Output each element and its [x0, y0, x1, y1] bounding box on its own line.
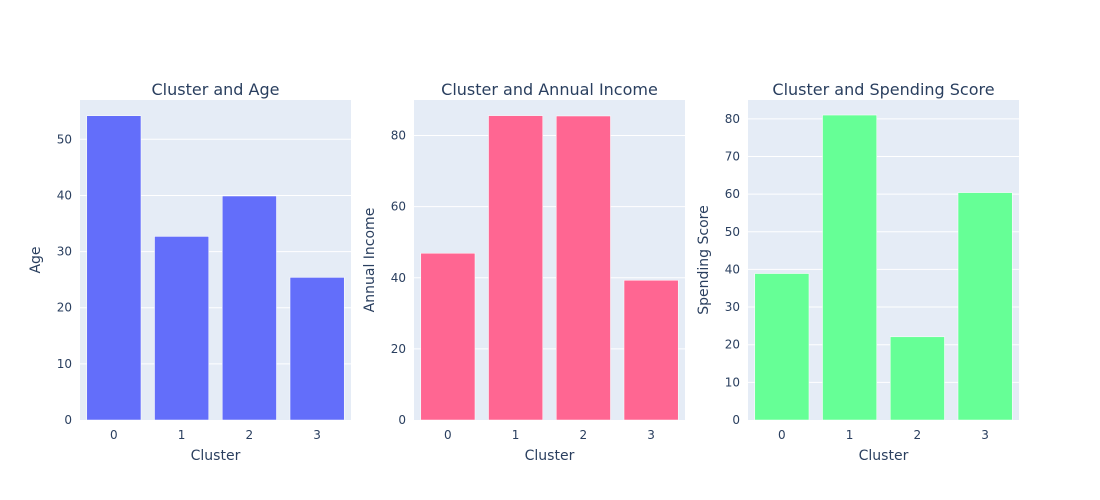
bar-0-0[interactable] — [86, 115, 142, 421]
subplot-title-2: Cluster and Spending Score — [772, 80, 994, 99]
y-axis-title-0: Age — [28, 246, 44, 273]
bar-0-3[interactable] — [289, 277, 345, 421]
y-tick-label-1-4: 80 — [391, 129, 406, 143]
y-tick-label-0-1: 10 — [57, 357, 72, 371]
bar-1-3[interactable] — [623, 280, 679, 421]
x-tick-label-2-2: 2 — [914, 428, 922, 442]
x-tick-label-2-0: 0 — [778, 428, 786, 442]
y-tick-label-1-1: 20 — [391, 342, 406, 356]
y-tick-label-0-4: 40 — [57, 188, 72, 202]
y-tick-label-2-2: 20 — [725, 338, 740, 352]
bar-2-1[interactable] — [822, 114, 877, 421]
subplot-title-1: Cluster and Annual Income — [441, 80, 658, 99]
bar-0-2[interactable] — [222, 195, 277, 421]
x-tick-label-2-1: 1 — [846, 428, 854, 442]
y-tick-label-2-1: 10 — [725, 375, 740, 389]
y-tick-label-2-3: 30 — [725, 300, 740, 314]
bar-2-0[interactable] — [754, 273, 810, 421]
x-tick-label-0-1: 1 — [178, 428, 186, 442]
x-axis-title-2: Cluster — [859, 448, 909, 464]
y-tick-label-1-0: 0 — [398, 413, 406, 427]
bar-2-2[interactable] — [890, 336, 945, 421]
subplot-title-0: Cluster and Age — [151, 80, 279, 99]
y-tick-label-2-7: 70 — [725, 149, 740, 163]
y-axis-title-2: Spending Score — [696, 205, 712, 314]
y-axis-title-1: Annual Income — [362, 208, 378, 313]
y-tick-label-2-5: 50 — [725, 225, 740, 239]
y-tick-label-0-5: 50 — [57, 132, 72, 146]
x-axis-title-1: Cluster — [525, 448, 575, 464]
y-tick-label-0-2: 20 — [57, 301, 72, 315]
y-tick-label-0-0: 0 — [64, 413, 72, 427]
bar-1-1[interactable] — [488, 115, 543, 421]
bar-1-0[interactable] — [420, 252, 476, 421]
y-tick-label-1-2: 40 — [391, 271, 406, 285]
y-tick-label-1-3: 60 — [391, 200, 406, 214]
subplot-1: 0 20 40 60 80 0 1 2 3 Cluster and Annual Income Cl… — [362, 80, 685, 464]
bar-0-1[interactable] — [154, 236, 209, 421]
bar-2-3[interactable] — [957, 192, 1013, 421]
y-tick-label-0-3: 30 — [57, 245, 72, 259]
x-tick-label-1-0: 0 — [444, 428, 452, 442]
y-tick-label-2-6: 60 — [725, 187, 740, 201]
y-tick-label-2-8: 80 — [725, 112, 740, 126]
y-tick-label-2-0: 0 — [732, 413, 740, 427]
subplot-2: 0 10 20 30 40 50 60 70 80 0 1 2 3 Cluster and Spendin… — [696, 80, 1019, 464]
bar-1-2[interactable] — [556, 115, 611, 421]
x-tick-label-0-2: 2 — [246, 428, 254, 442]
x-tick-label-2-3: 3 — [981, 428, 989, 442]
x-tick-label-1-3: 3 — [647, 428, 655, 442]
y-tick-label-2-4: 40 — [725, 262, 740, 276]
x-tick-label-0-3: 3 — [313, 428, 321, 442]
subplot-0: 0 10 20 30 40 50 0 1 2 3 Cluster and Age Cluster Age — [28, 80, 351, 464]
x-tick-label-0-0: 0 — [110, 428, 118, 442]
x-axis-title-0: Cluster — [191, 448, 241, 464]
x-tick-label-1-1: 1 — [512, 428, 520, 442]
x-tick-label-1-2: 2 — [580, 428, 588, 442]
